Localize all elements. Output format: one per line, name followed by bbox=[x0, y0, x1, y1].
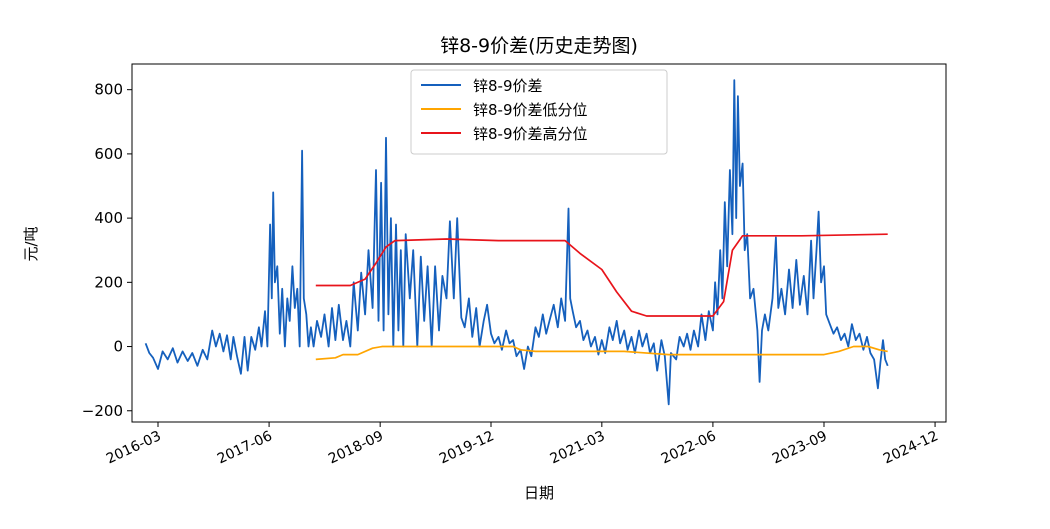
chart-title: 锌8-9价差(历史走势图) bbox=[440, 35, 638, 57]
legend-label-2: 锌8-9价差高分位 bbox=[473, 125, 588, 143]
series-line-0 bbox=[144, 79, 889, 406]
x-tick-label-0: 2016-03 bbox=[104, 428, 164, 467]
x-tick-label-1: 2017-06 bbox=[215, 428, 275, 467]
legend-label-0: 锌8-9价差 bbox=[473, 77, 543, 95]
y-tick-label-3: 400 bbox=[94, 209, 123, 227]
x-tick-label-7: 2024-12 bbox=[881, 428, 941, 467]
x-tick-label-2: 2018-09 bbox=[326, 428, 386, 467]
y-tick-label-1: 0 bbox=[113, 338, 123, 356]
legend-box bbox=[410, 69, 668, 155]
x-axis-label: 日期 bbox=[524, 484, 554, 502]
x-tick-label-5: 2022-06 bbox=[659, 428, 719, 467]
plot-frame bbox=[131, 63, 947, 423]
y-axis-label: 元/吨 bbox=[22, 226, 40, 261]
y-tick-label-4: 600 bbox=[94, 145, 123, 163]
x-tick-label-4: 2021-03 bbox=[548, 428, 608, 467]
series-line-2 bbox=[315, 233, 888, 317]
y-tick-label-5: 800 bbox=[94, 81, 123, 99]
x-tick-label-6: 2023-09 bbox=[770, 428, 830, 467]
x-tick-label-3: 2019-12 bbox=[437, 428, 497, 467]
y-tick-label-2: 200 bbox=[94, 273, 123, 291]
series-line-1 bbox=[315, 345, 888, 361]
plot-area bbox=[144, 79, 889, 406]
y-tick-label-0: −200 bbox=[82, 402, 123, 420]
legend-label-1: 锌8-9价差低分位 bbox=[473, 101, 588, 119]
